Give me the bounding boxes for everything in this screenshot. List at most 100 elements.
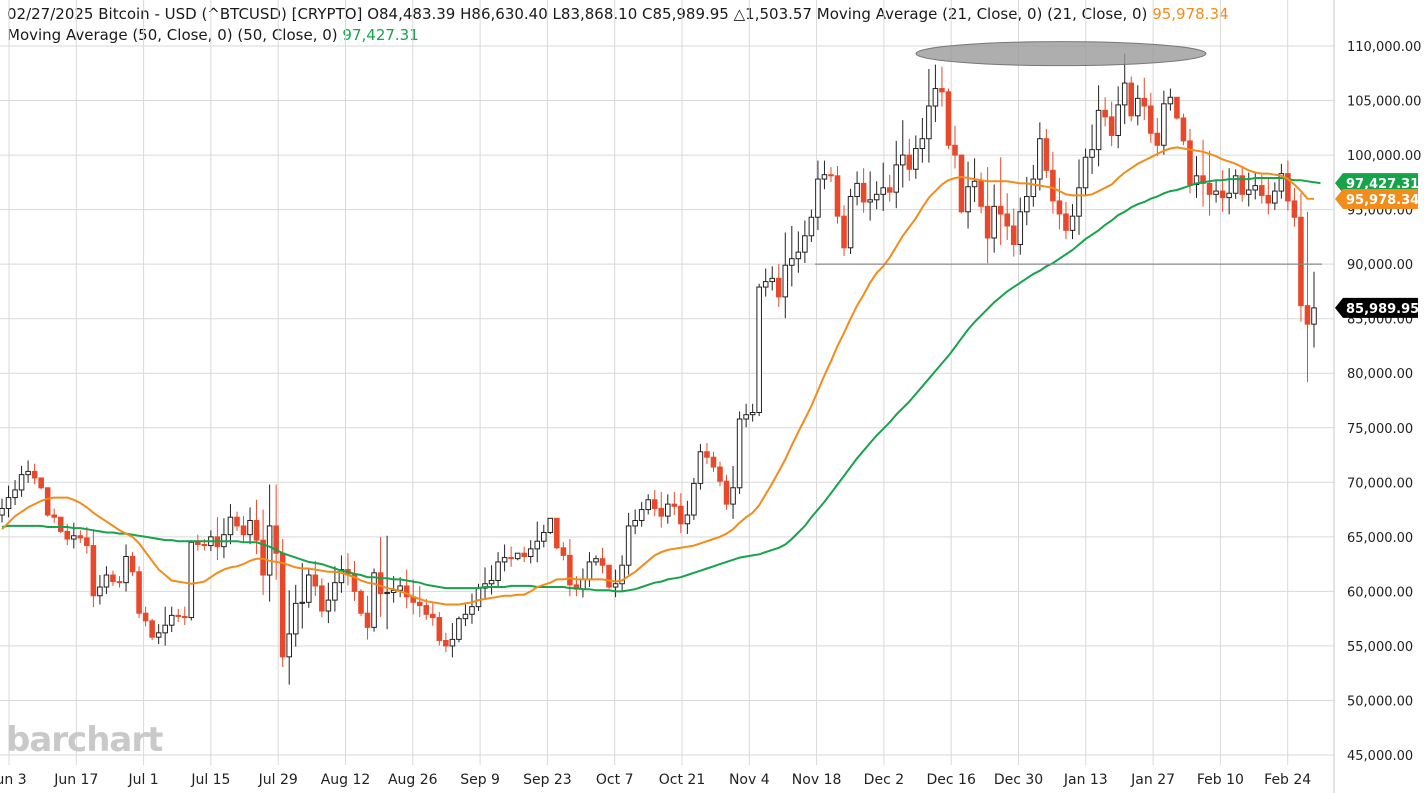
candle-down (430, 613, 436, 619)
header-ma21-label: Moving Average (21, Close, 0) (21, Close… (816, 5, 1148, 23)
x-tick-label: Sep 9 (460, 772, 500, 788)
candle-up (867, 199, 873, 203)
candle-up (756, 286, 762, 413)
candle-down (984, 205, 991, 239)
candle-up (390, 589, 397, 593)
candle-down (77, 535, 84, 539)
candle-down (377, 572, 384, 595)
candle-up (1024, 196, 1030, 213)
candle-down (64, 530, 71, 540)
candle-up (325, 599, 332, 612)
candle-down (1050, 169, 1056, 202)
candle-down (279, 552, 286, 658)
candle-down (521, 552, 527, 557)
candle-up (965, 186, 971, 213)
candle-up (449, 638, 456, 647)
candle-up (899, 154, 906, 166)
candle-down (939, 88, 945, 93)
candle-up (1076, 187, 1082, 217)
candle-down (606, 564, 612, 588)
x-tick-label: Aug 12 (321, 772, 371, 788)
header-change: △1,503.57 (733, 5, 812, 23)
candle-up (12, 489, 18, 499)
x-tick-label: Jun 17 (53, 772, 98, 788)
candle-up (332, 582, 338, 601)
candle-up (266, 525, 273, 576)
candle-down (1128, 82, 1135, 117)
candle-up (306, 574, 312, 603)
candle-down (1004, 213, 1010, 227)
candle-up (665, 503, 671, 517)
candle-up (5, 497, 12, 509)
candle-down (1010, 225, 1017, 246)
candle-down (240, 525, 247, 536)
candle-up (495, 561, 501, 581)
candle-up (540, 531, 547, 542)
candle-up (1213, 190, 1219, 195)
candle-down (1291, 200, 1298, 218)
candle-down (423, 605, 430, 615)
x-tick-label: Feb 24 (1264, 772, 1311, 788)
candle-down (1239, 175, 1245, 195)
candle-up (638, 509, 645, 521)
candle-down (1187, 140, 1193, 186)
candle-up (71, 535, 77, 540)
candle-up (371, 572, 377, 628)
y-tick-label: 110,000.00 (1347, 40, 1421, 55)
candle-up (482, 583, 488, 589)
candle-down (775, 277, 782, 298)
candle-down (136, 571, 142, 614)
candle-up (769, 277, 776, 283)
candle-up (919, 138, 926, 150)
candle-down (508, 557, 514, 560)
candle-down (364, 612, 371, 628)
ma21-price-tag: 95,978.34 (1335, 188, 1419, 209)
candle-down (57, 516, 64, 532)
candle-up (1115, 104, 1121, 136)
barchart-logo: barchart (6, 720, 163, 760)
x-tick-label: Jun 3 (0, 772, 27, 788)
candle-up (1069, 215, 1076, 231)
x-tick-label: Oct 21 (659, 772, 705, 788)
candle-up (854, 182, 860, 198)
candle-down (1298, 216, 1304, 307)
y-tick-label: 80,000.00 (1347, 367, 1413, 382)
candle-down (1141, 97, 1148, 107)
candle-down (1056, 200, 1063, 215)
y-tick-label: 75,000.00 (1347, 422, 1413, 437)
x-tick-label: Jul 29 (258, 772, 298, 788)
candle-up (299, 601, 306, 604)
candle-up (514, 552, 521, 560)
candle-up (847, 196, 854, 249)
header-ma50-value: 97,427.31 (342, 26, 419, 44)
candle-up (1252, 185, 1259, 191)
candle-down (116, 581, 123, 584)
candle-down (1219, 190, 1226, 199)
candle-up (286, 633, 292, 658)
candle-down (828, 174, 834, 177)
y-tick-label: 45,000.00 (1347, 749, 1413, 764)
candle-up (97, 586, 103, 597)
candle-up (338, 569, 345, 584)
candle-down (273, 525, 279, 554)
ma21-line (1, 146, 1315, 606)
candle-up (880, 187, 886, 195)
x-tick-label: Nov 4 (729, 772, 770, 788)
candle-down (1108, 116, 1115, 136)
candle-down (554, 517, 560, 549)
ma50-price-tag-text: 97,427.31 (1346, 177, 1419, 192)
candle-up (971, 180, 978, 188)
ma21-price-tag-text: 95,978.34 (1346, 193, 1419, 208)
ma21-price-tag-shape (1335, 188, 1418, 209)
candle-up (730, 487, 736, 505)
x-tick-label: Jul 15 (190, 772, 230, 788)
candle-up (162, 624, 168, 634)
candle-up (501, 557, 508, 563)
candle-down (234, 516, 240, 527)
candle-down (1304, 305, 1311, 325)
candle-down (443, 639, 449, 647)
candle-down (651, 499, 658, 509)
candle-down (997, 205, 1004, 215)
candle-up (632, 519, 638, 527)
